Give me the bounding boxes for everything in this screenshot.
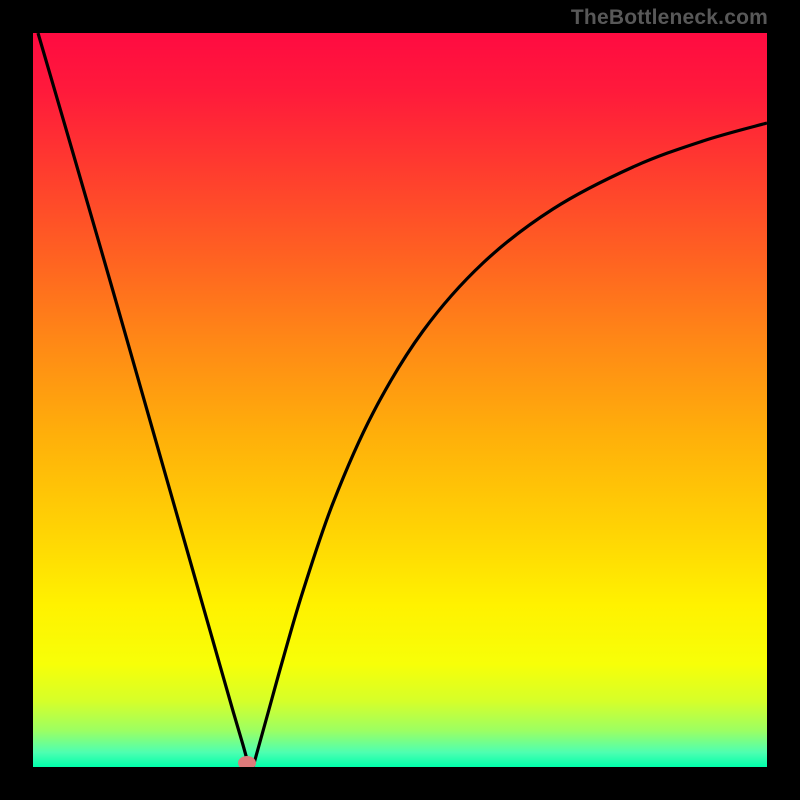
plot-area xyxy=(33,33,767,767)
bottleneck-curve xyxy=(33,33,767,767)
watermark-text: TheBottleneck.com xyxy=(571,6,768,30)
minimum-marker xyxy=(238,756,256,767)
